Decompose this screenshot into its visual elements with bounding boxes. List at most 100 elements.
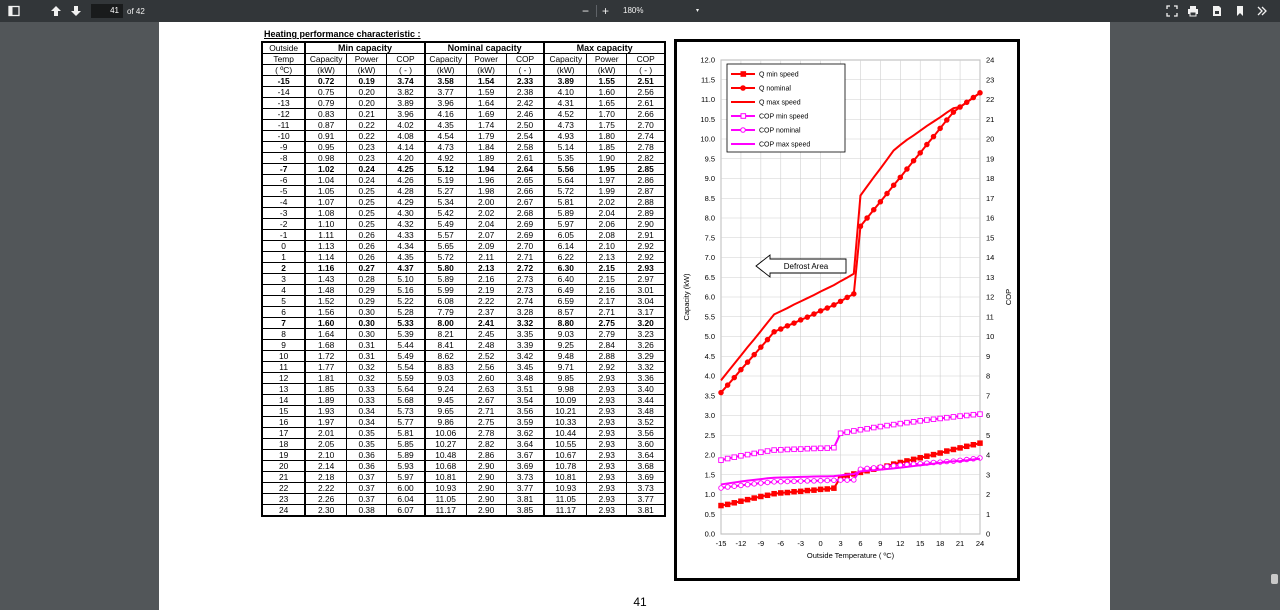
- data-point: [944, 117, 950, 123]
- y-left-tick-label: 7.0: [705, 253, 715, 262]
- zoom-select[interactable]: 180% ▾: [614, 5, 706, 17]
- data-point: [890, 182, 897, 188]
- table-cell: 2.71: [465, 405, 507, 417]
- y-left-tick-label: 3.5: [705, 391, 715, 400]
- sub-header-cell: Power: [465, 53, 507, 65]
- table-cell: 2.92: [626, 240, 666, 252]
- y-right-tick-label: 16: [986, 214, 994, 223]
- data-point: [864, 425, 870, 432]
- data-point: [817, 445, 824, 452]
- table-cell: 4.32: [386, 218, 426, 230]
- y-right-tick-label: 5: [986, 431, 990, 440]
- data-point: [784, 323, 791, 329]
- table-cell: 0.32: [345, 361, 388, 373]
- download-icon[interactable]: [1211, 0, 1223, 22]
- table-cell: 2.93: [586, 460, 628, 472]
- table-cell: 10.48: [423, 449, 467, 461]
- table-cell: 1.10: [304, 218, 348, 230]
- zoom-in-button[interactable]: +: [602, 4, 610, 18]
- table-cell: 2.07: [465, 229, 507, 241]
- table-row: -6 1.04 0.24 4.26 5.19 1.96 2.65 5.64 1.97 2.86: [261, 174, 666, 186]
- x-tick-label: 21: [956, 539, 964, 548]
- fit-page-icon[interactable]: [1166, 0, 1178, 22]
- data-point: [731, 483, 738, 489]
- table-cell: 2.16: [586, 284, 628, 296]
- table-cell: 1.43: [304, 273, 348, 285]
- y-right-tick-label: 9: [986, 352, 990, 361]
- table-cell: 2.61: [505, 152, 545, 164]
- table-cell: 10.33: [543, 416, 588, 428]
- x-tick-label: 9: [878, 539, 882, 548]
- table-cell: 1.08: [304, 207, 348, 219]
- table-cell: 10.81: [543, 471, 588, 483]
- table-cell: 2.87: [626, 185, 666, 197]
- table-cell: 8.00: [423, 317, 467, 329]
- x-tick-label: -12: [736, 539, 747, 548]
- page-number-input[interactable]: 41: [91, 4, 123, 18]
- table-cell: 10.93: [423, 482, 467, 494]
- table-cell: 0.22: [345, 130, 388, 142]
- table-cell: 3.69: [626, 471, 666, 483]
- table-cell: 2.10: [304, 449, 348, 461]
- y-right-tick-label: 10: [986, 332, 994, 341]
- table-cell: 0.19: [345, 75, 388, 87]
- table-cell: 3.56: [505, 405, 545, 417]
- table-row: 15 1.93 0.34 5.73 9.65 2.71 3.56 10.21 2.93 3.48: [261, 405, 666, 417]
- table-cell: 1.52: [304, 295, 348, 307]
- table-cell: 6.30: [543, 262, 588, 274]
- zoom-out-button[interactable]: −: [582, 4, 590, 18]
- table-cell: 3.35: [505, 328, 545, 340]
- table-cell: 8.41: [423, 339, 467, 351]
- more-chevron-icon[interactable]: [1256, 0, 1268, 22]
- table-cell: 2.38: [505, 86, 545, 98]
- x-tick-label: 6: [858, 539, 862, 548]
- table-cell: 2.88: [586, 350, 628, 362]
- table-cell: 5.42: [423, 207, 467, 219]
- scrollbar-thumb[interactable]: [1271, 574, 1278, 584]
- y-right-tick-label: 21: [986, 115, 994, 124]
- legend-label: Q min speed: [759, 72, 799, 79]
- table-cell: 16: [261, 416, 306, 428]
- table-row: 18 2.05 0.35 5.85 10.27 2.82 3.64 10.55 2.93 3.60: [261, 438, 666, 450]
- data-point: [724, 382, 731, 388]
- table-cell: -14: [261, 86, 306, 98]
- sub-header-cell: Capacity: [304, 53, 348, 65]
- table-cell: 4.93: [543, 130, 588, 142]
- defrost-area-label: Defrost Area: [784, 262, 829, 271]
- y-right-tick-label: 22: [986, 95, 994, 104]
- table-row: -11 0.87 0.22 4.02 4.35 1.74 2.50 4.73 1.75 2.70: [261, 119, 666, 131]
- table-cell: 3.54: [505, 394, 545, 406]
- sidebar-toggle-icon[interactable]: [8, 0, 20, 22]
- data-point: [771, 490, 777, 497]
- arrow-down-icon[interactable]: [70, 0, 82, 22]
- table-cell: 2.64: [505, 163, 545, 175]
- table-cell: 17: [261, 427, 306, 439]
- table-cell: 5.99: [423, 284, 467, 296]
- table-row: 13 1.85 0.33 5.64 9.24 2.63 3.51 9.98 2.93 3.40: [261, 383, 666, 395]
- x-tick-label: 3: [838, 539, 842, 548]
- data-point: [764, 336, 771, 343]
- data-point: [791, 446, 797, 453]
- vertical-scrollbar[interactable]: [1268, 22, 1280, 610]
- table-cell: 0.25: [345, 185, 388, 197]
- table-cell: 24: [261, 504, 306, 517]
- y-left-tick-label: 11.0: [701, 95, 715, 104]
- bookmark-icon[interactable]: [1234, 0, 1246, 22]
- table-row: -4 1.07 0.25 4.29 5.34 2.00 2.67 5.81 2.02 2.88: [261, 196, 666, 208]
- table-cell: 9.48: [543, 350, 588, 362]
- data-point: [718, 485, 724, 491]
- print-icon[interactable]: [1187, 0, 1199, 22]
- table-cell: 5.16: [386, 284, 426, 296]
- table-row: 0 1.13 0.26 4.34 5.65 2.09 2.70 6.14 2.10 2.92: [261, 240, 666, 252]
- table-cell: 9.86: [423, 416, 467, 428]
- table-cell: 2.71: [505, 251, 545, 263]
- data-point: [957, 445, 963, 451]
- y-left-tick-label: 10.0: [700, 135, 715, 144]
- data-point: [970, 441, 977, 448]
- table-cell: 2.63: [465, 383, 507, 395]
- y-left-tick-label: 8.0: [705, 214, 715, 223]
- data-point: [731, 374, 738, 381]
- arrow-up-icon[interactable]: [50, 0, 62, 22]
- table-cell: 9.24: [423, 383, 467, 395]
- data-point: [738, 482, 744, 489]
